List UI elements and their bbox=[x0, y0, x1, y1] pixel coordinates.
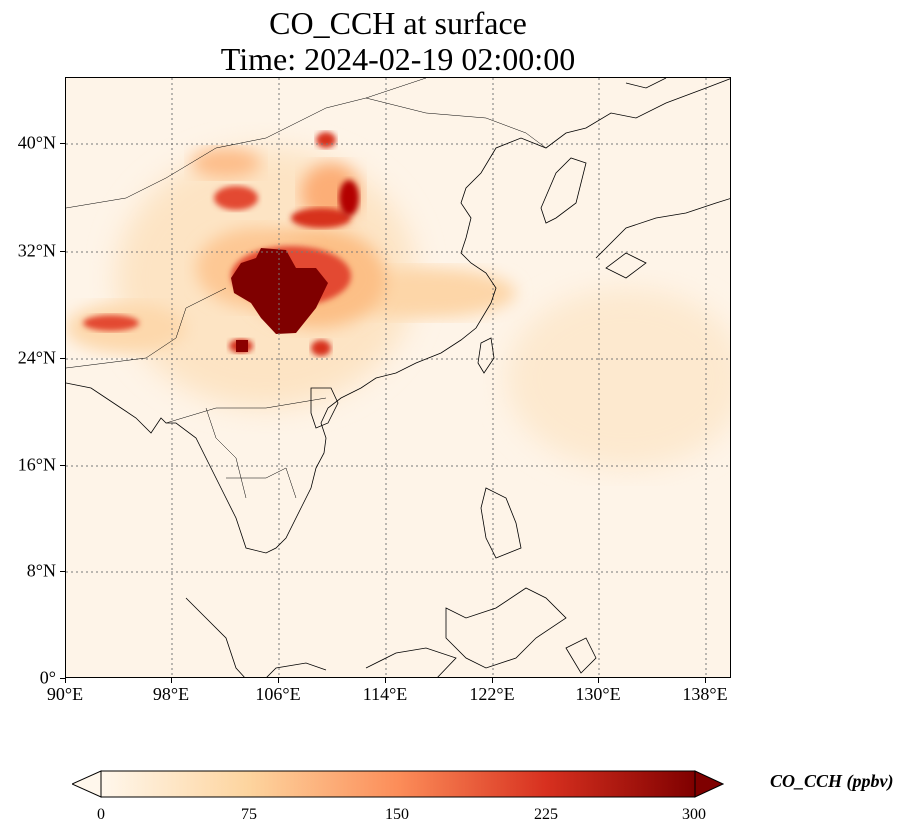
borders bbox=[66, 78, 547, 499]
colorbar-title: CO_CCH (ppbv) bbox=[770, 771, 894, 791]
x-tick-mark bbox=[171, 678, 172, 683]
y-tick-label: 0° bbox=[39, 667, 56, 688]
concentration-field bbox=[66, 132, 730, 468]
colorbar-extend-max bbox=[694, 770, 724, 798]
y-tick-mark bbox=[60, 465, 65, 466]
colorbar-gradient bbox=[100, 770, 696, 798]
x-tick-mark bbox=[65, 678, 66, 683]
colorbar-tick-label: 300 bbox=[682, 806, 706, 823]
y-tick-mark bbox=[60, 571, 65, 572]
x-tick-label: 90°E bbox=[46, 684, 84, 704]
x-tick-label: 114°E bbox=[362, 684, 408, 704]
y-tick-label: 24°N bbox=[17, 347, 56, 368]
map-time-subtitle: Time: 2024-02-19 02:00:00 bbox=[220, 41, 576, 77]
x-tick-label: 138°E bbox=[682, 684, 728, 704]
x-tick-label: 106°E bbox=[255, 684, 301, 704]
coastlines bbox=[66, 78, 730, 677]
colorbar bbox=[72, 770, 724, 798]
y-tick-mark bbox=[60, 678, 65, 679]
colorbar-tick-label: 225 bbox=[534, 806, 558, 823]
x-tick-label: 130°E bbox=[575, 684, 621, 704]
map-panel[interactable] bbox=[65, 77, 731, 678]
y-tick-label: 16°N bbox=[17, 454, 56, 475]
x-tick-label: 98°E bbox=[152, 684, 190, 704]
y-tick-mark bbox=[60, 251, 65, 252]
x-tick-mark bbox=[278, 678, 279, 683]
gridlines bbox=[66, 78, 730, 677]
colorbar-tick-label: 150 bbox=[385, 806, 409, 823]
x-tick-label: 122°E bbox=[469, 684, 515, 704]
x-tick-mark bbox=[598, 678, 599, 683]
x-tick-mark bbox=[492, 678, 493, 683]
colorbar-tick-label: 75 bbox=[241, 806, 257, 823]
y-tick-mark bbox=[60, 143, 65, 144]
map-canvas bbox=[66, 78, 730, 677]
colorbar-tick-label: 0 bbox=[97, 806, 105, 823]
y-tick-mark bbox=[60, 358, 65, 359]
x-tick-mark bbox=[385, 678, 386, 683]
map-title: CO_CCH at surface bbox=[269, 5, 527, 41]
y-tick-label: 40°N bbox=[17, 132, 56, 153]
colorbar-extend-min bbox=[72, 770, 102, 798]
x-tick-mark bbox=[705, 678, 706, 683]
y-tick-label: 32°N bbox=[17, 240, 56, 261]
y-tick-label: 8°N bbox=[26, 560, 56, 581]
